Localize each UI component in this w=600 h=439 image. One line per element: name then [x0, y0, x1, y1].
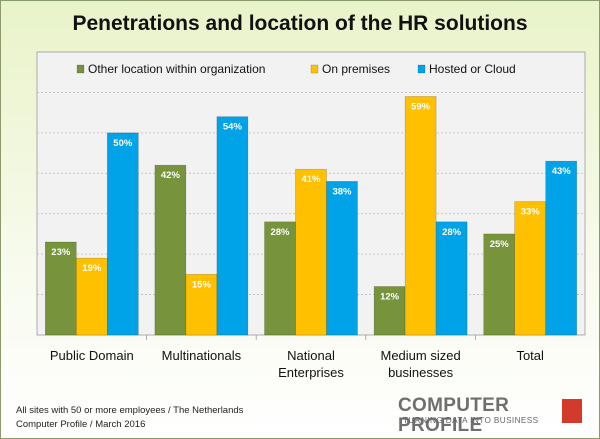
- data-label: 42%: [161, 170, 181, 181]
- legend-swatch: [417, 64, 426, 74]
- bar: [216, 116, 249, 336]
- data-label: 33%: [521, 207, 541, 218]
- x-tick-label: Multinationals: [162, 348, 242, 363]
- bar: [404, 96, 437, 336]
- footer-note: All sites with 50 or more employees / Th…: [16, 404, 243, 432]
- footer-line-1: All sites with 50 or more employees / Th…: [16, 405, 244, 416]
- legend-label: On premises: [322, 62, 390, 76]
- data-label: 41%: [301, 174, 321, 185]
- bar: [435, 221, 468, 336]
- legend-label: Hosted or Cloud: [429, 62, 516, 76]
- data-label: 28%: [442, 227, 462, 238]
- bar: [44, 241, 77, 336]
- logo-name: COMPUTER PROFILE: [398, 395, 510, 436]
- bar: [185, 274, 218, 336]
- bar: [295, 168, 327, 336]
- bar: [107, 132, 139, 336]
- data-label: 28%: [270, 227, 290, 238]
- data-labels: 23% 19% 50% 42% 15% 54% 28% 41% 38% 12% 59% 28% 25% 3…: [51, 101, 571, 302]
- legend-swatch: [76, 64, 85, 74]
- chart-title: Penetrations and location of the HR solu…: [72, 12, 528, 35]
- bar: [373, 286, 406, 336]
- x-axis: Public Domain Multinationals National Enter…: [50, 335, 544, 380]
- bars: [44, 96, 578, 336]
- bar: [545, 160, 578, 336]
- bar: [264, 221, 296, 336]
- x-tick-label: Public Domain: [50, 348, 134, 363]
- x-tick-label: Medium sized businesses: [380, 348, 460, 380]
- data-label: 59%: [411, 101, 431, 112]
- legend-swatch: [310, 64, 319, 74]
- data-label: 15%: [192, 279, 212, 290]
- bar: [154, 164, 187, 336]
- data-label: 23%: [51, 247, 71, 258]
- legend-label: Other location within organization: [88, 62, 265, 76]
- x-tick-label: Total: [516, 348, 544, 363]
- x-tick-label: National Enterprises: [278, 348, 344, 380]
- company-logo: COMPUTER PROFILE TURNING DATA INTO BUSIN…: [398, 396, 586, 436]
- data-label: 54%: [223, 122, 243, 133]
- data-label: 12%: [380, 291, 400, 302]
- bar: [326, 181, 358, 336]
- legend: Other location within organization On pre…: [76, 62, 516, 76]
- data-label: 50%: [113, 138, 133, 149]
- data-label: 38%: [332, 186, 352, 197]
- bar: [76, 257, 108, 336]
- logo-square-icon: [562, 399, 582, 423]
- data-label: 43%: [552, 166, 572, 177]
- bar: [514, 201, 547, 336]
- data-label: 25%: [490, 239, 510, 250]
- bar: [483, 233, 516, 336]
- data-label: 19%: [82, 263, 102, 274]
- logo-tagline: TURNING DATA INTO BUSINESS: [403, 416, 539, 425]
- footer-line-2: Computer Profile / March 2016: [16, 419, 146, 430]
